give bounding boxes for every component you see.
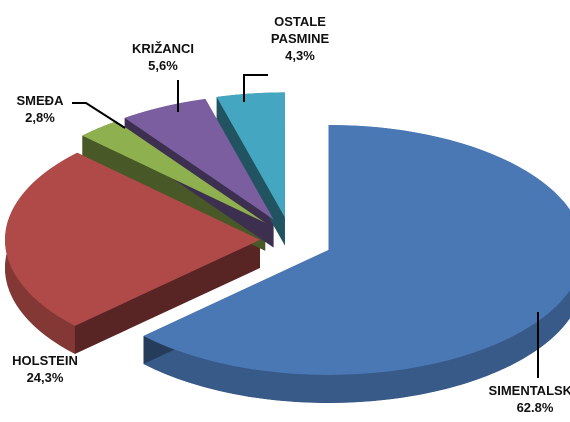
slice-label: SIMENTALSKA 62.8% bbox=[480, 382, 570, 416]
category-name: OSTALE PASMINE bbox=[270, 14, 330, 46]
category-name: HOLSTEIN bbox=[12, 353, 78, 368]
pie-slice bbox=[216, 92, 285, 218]
category-name: SMEĐA bbox=[16, 93, 64, 108]
slice-wall bbox=[74, 239, 261, 354]
value-label: 62.8% bbox=[516, 400, 554, 415]
category-name: SIMENTALSKA bbox=[488, 383, 570, 398]
value-label: 4,3% bbox=[285, 48, 315, 63]
pie-slice bbox=[143, 124, 570, 375]
slice-label: KRIŽANCI 5,6% bbox=[108, 40, 218, 74]
value-label: 24,3% bbox=[26, 370, 64, 385]
leader-line bbox=[243, 74, 268, 102]
slice-wall bbox=[216, 96, 285, 246]
pie-slice bbox=[124, 98, 274, 220]
slice-side bbox=[143, 124, 570, 403]
value-label: 5,6% bbox=[148, 58, 178, 73]
leader-line bbox=[72, 102, 126, 129]
slice-label: OSTALE PASMINE 4,3% bbox=[245, 13, 355, 64]
category-name: KRIŽANCI bbox=[131, 41, 195, 56]
slice-label: HOLSTEIN 24,3% bbox=[0, 352, 100, 386]
value-label: 2,8% bbox=[25, 110, 55, 125]
pie-slice bbox=[82, 121, 266, 223]
slice-label: SMEĐA 2,8% bbox=[0, 92, 95, 126]
pie-slice bbox=[5, 152, 261, 326]
